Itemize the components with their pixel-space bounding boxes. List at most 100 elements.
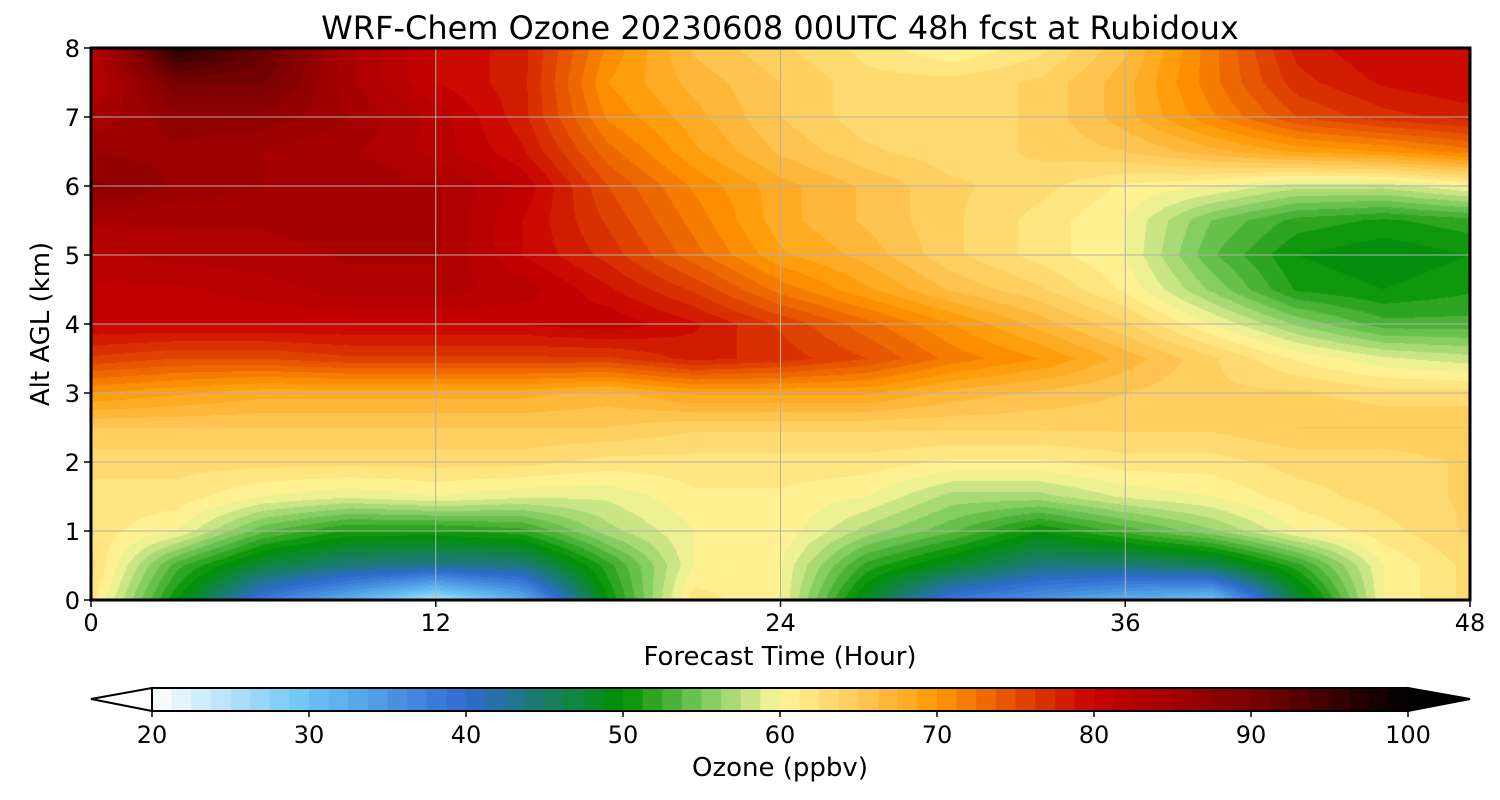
colorbar-cell (1094, 688, 1115, 711)
colorbar-cell (1211, 688, 1232, 711)
colorbar-cell (485, 688, 506, 711)
colorbar-cell (348, 688, 369, 711)
x-axis-label: Forecast Time (Hour) (643, 642, 916, 672)
colorbar-cell (505, 688, 526, 711)
colorbar-extend-high (1407, 686, 1471, 713)
colorbar-cell (1349, 688, 1370, 711)
plot-area (91, 48, 1470, 600)
x-tick-label: 36 (1110, 609, 1141, 637)
colorbar-cell (524, 688, 546, 711)
colorbar-cell (407, 688, 428, 711)
colorbar-cell (878, 688, 899, 711)
colorbar-tick-label: 100 (1385, 721, 1431, 749)
colorbar-cell (603, 688, 624, 711)
colorbar-cell (446, 688, 467, 711)
colorbar-tick-label: 80 (1079, 721, 1110, 749)
y-tick-label: 5 (65, 242, 80, 270)
colorbar-cell (662, 688, 683, 711)
colorbar-cell (1015, 688, 1036, 711)
y-tick-label: 7 (65, 104, 80, 132)
y-axis-label: Alt AGL (km) (26, 242, 56, 406)
colorbar-cell (426, 688, 447, 711)
y-tick-label: 8 (65, 35, 80, 63)
colorbar-cell (642, 688, 663, 711)
colorbar-cell (367, 688, 389, 711)
x-tick-label: 24 (765, 609, 796, 637)
colorbar-tick-label: 40 (451, 721, 482, 749)
colorbar-cell (721, 688, 742, 711)
x-tick-label: 0 (83, 609, 98, 637)
colorbar-cell (799, 688, 820, 711)
colorbar-cells (152, 688, 1409, 711)
colorbar-cell (1192, 688, 1213, 711)
y-tick-label: 0 (65, 587, 80, 615)
colorbar-tick-label: 30 (294, 721, 325, 749)
colorbar-cell (210, 688, 232, 711)
colorbar-cell (152, 688, 173, 711)
colorbar-cell (780, 688, 801, 711)
colorbar-cell (171, 688, 192, 711)
colorbar-cell (1251, 688, 1272, 711)
colorbar-cell (269, 688, 290, 711)
y-tick-label: 4 (65, 311, 80, 339)
colorbar-cell (1054, 688, 1075, 711)
y-tick-label: 3 (65, 380, 80, 408)
colorbar-cell (250, 688, 271, 711)
colorbar-tick-label: 70 (922, 721, 953, 749)
colorbar-cell (956, 688, 977, 711)
colorbar-cell (897, 688, 918, 711)
colorbar-cell (1231, 688, 1252, 711)
colorbar-extend-low (90, 686, 153, 713)
x-tick-label: 12 (420, 609, 451, 637)
colorbar-cell (564, 688, 585, 711)
colorbar-cell (328, 688, 349, 711)
colorbar-tick-label: 20 (137, 721, 168, 749)
colorbar-cell (858, 688, 879, 711)
colorbar-cell (1152, 688, 1174, 711)
colorbar-cell (701, 688, 722, 711)
colorbar-cell (681, 688, 703, 711)
colorbar-cell (191, 688, 212, 711)
y-tick-label: 6 (65, 173, 80, 201)
colorbar-cell (1074, 688, 1095, 711)
chart-title: WRF-Chem Ozone 20230608 00UTC 48h fcst a… (321, 9, 1239, 47)
colorbar-cell (1113, 688, 1134, 711)
colorbar-cell (466, 688, 487, 711)
colorbar-cell (1133, 688, 1154, 711)
colorbar-cell (917, 688, 938, 711)
colorbar-tick-label: 90 (1236, 721, 1267, 749)
x-tick-label: 48 (1455, 609, 1486, 637)
x-axis: 0 12 24 36 48 (83, 600, 1485, 637)
y-axis: 0 1 2 3 4 5 6 7 8 (65, 35, 91, 615)
colorbar-cell (760, 688, 781, 711)
colorbar-cell (838, 688, 860, 711)
colorbar-ticks: 20 30 40 50 60 70 80 90 100 (137, 711, 1431, 749)
colorbar-cell (1172, 688, 1193, 711)
colorbar-cell (289, 688, 310, 711)
colorbar-cell (740, 688, 761, 711)
colorbar-cell (230, 688, 251, 711)
colorbar-cell (819, 688, 840, 711)
colorbar-cell (937, 688, 958, 711)
colorbar-cell (544, 688, 565, 711)
y-tick-label: 2 (65, 449, 80, 477)
grid-lines (91, 48, 1470, 600)
colorbar-tick-label: 50 (608, 721, 639, 749)
colorbar-cell (1388, 688, 1409, 711)
colorbar-cell (995, 688, 1017, 711)
colorbar-cell (309, 688, 330, 711)
colorbar-cell (1035, 688, 1056, 711)
colorbar: 20 30 40 50 60 70 80 90 100 Ozone (ppbv) (90, 686, 1471, 783)
colorbar-cell (1309, 688, 1331, 711)
colorbar-cell (976, 688, 997, 711)
colorbar-cell (387, 688, 408, 711)
colorbar-cell (583, 688, 604, 711)
colorbar-cell (1368, 688, 1389, 711)
colorbar-label: Ozone (ppbv) (692, 753, 868, 783)
colorbar-cell (1329, 688, 1350, 711)
y-tick-label: 1 (65, 518, 80, 546)
colorbar-tick-label: 60 (765, 721, 796, 749)
colorbar-cell (1290, 688, 1311, 711)
colorbar-cell (1270, 688, 1291, 711)
